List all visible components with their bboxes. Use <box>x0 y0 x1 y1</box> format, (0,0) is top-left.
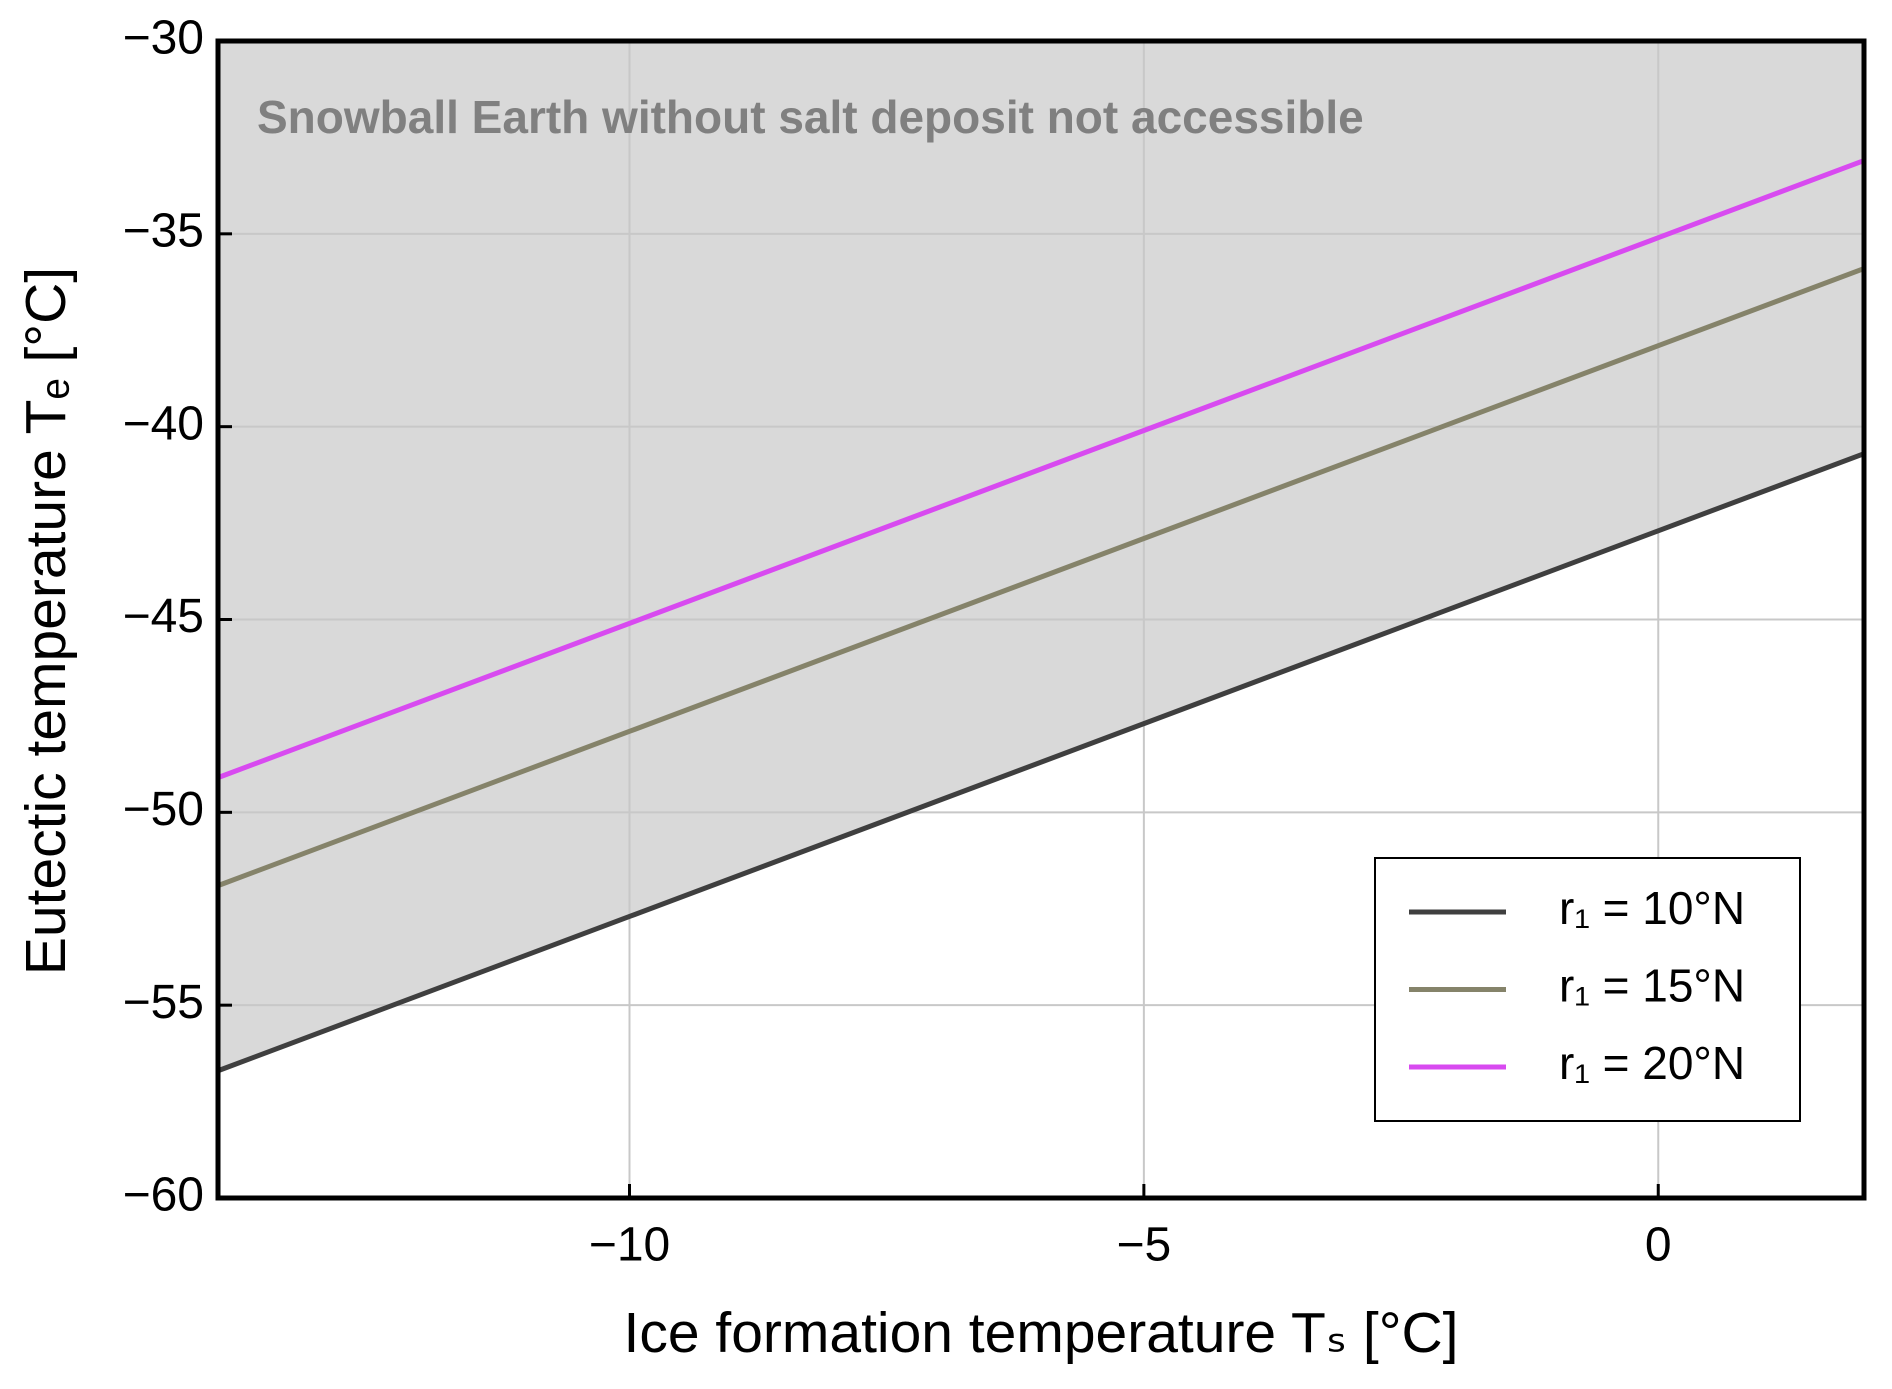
y-tick-label: −45 <box>123 590 204 643</box>
legend-label: r₁ = 20°N <box>1559 1037 1745 1089</box>
x-tick-label: −5 <box>1117 1219 1172 1272</box>
y-tick-label: −40 <box>123 397 204 450</box>
y-tick-label: −50 <box>123 783 204 836</box>
y-tick-label: −30 <box>123 12 204 65</box>
legend-label: r₁ = 10°N <box>1559 882 1745 934</box>
line-series <box>217 451 1865 1074</box>
y-axis-label: Eutectic temperature Tₑ [°C] <box>14 267 78 975</box>
line-series <box>217 266 1865 888</box>
legend-label: r₁ = 15°N <box>1559 960 1745 1012</box>
y-tick-label: −35 <box>123 205 204 258</box>
plot-frame <box>215 38 1867 1201</box>
legend: r₁ = 10°N r₁ = 15°N r₁ = 20°N <box>1374 857 1801 1122</box>
y-tick-label: −55 <box>123 976 204 1029</box>
line-series <box>217 158 1865 780</box>
x-axis-label: Ice formation temperature Tₛ [°C] <box>624 1301 1459 1365</box>
x-tick-label: −10 <box>589 1219 670 1272</box>
y-tick-label: −60 <box>123 1169 204 1222</box>
annotation: Snowball Earth without salt deposit not … <box>257 91 1364 143</box>
x-tick-label: 0 <box>1645 1219 1672 1272</box>
